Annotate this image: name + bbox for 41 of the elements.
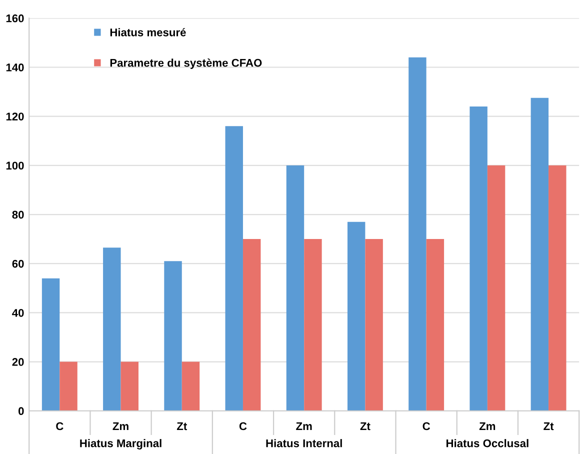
bar <box>120 362 138 411</box>
x-tick-label: Zm <box>479 422 496 430</box>
bar <box>347 222 366 411</box>
bar <box>548 165 566 411</box>
text: Hiatus Marginal <box>80 439 162 450</box>
y-tick-label: 120 <box>6 112 24 120</box>
bar <box>182 362 200 411</box>
y-tick-label: 0 <box>18 407 24 416</box>
legend-label: Hiatus mesuré <box>110 28 186 36</box>
bar <box>408 57 426 411</box>
bar <box>225 126 243 411</box>
x-tick-label: Zt <box>544 422 554 430</box>
x-tick-label: Zt <box>176 422 187 430</box>
bar <box>286 165 304 411</box>
bar <box>42 278 60 411</box>
x-tick-label: C <box>239 422 247 430</box>
x-tick-label: C <box>422 422 430 430</box>
bar <box>487 165 506 411</box>
text: Hiatus Internal <box>266 439 342 448</box>
bar <box>304 239 322 411</box>
x-tick-label: Zm <box>112 422 128 430</box>
y-tick-label: 140 <box>6 64 24 72</box>
x-tick-label: C <box>56 422 64 430</box>
bar <box>365 239 383 411</box>
bar <box>530 98 549 411</box>
x-tick-label: Zm <box>296 422 312 430</box>
bar <box>60 362 78 411</box>
bar <box>164 261 182 411</box>
y-tick-label: 60 <box>12 260 24 268</box>
y-tick-label: 80 <box>12 210 24 219</box>
bar <box>242 239 261 411</box>
text: Hiatus Occlusal <box>446 439 528 448</box>
bar <box>470 106 488 411</box>
y-tick-label: 40 <box>12 308 24 317</box>
bar <box>426 239 444 411</box>
bar <box>103 248 121 411</box>
y-tick-label: 20 <box>12 358 24 366</box>
y-tick-label: 160 <box>6 14 24 22</box>
y-tick-label: 100 <box>6 162 24 170</box>
x-tick-label: Zt <box>360 422 370 430</box>
legend-label: Parametre du système CFAO <box>110 58 262 69</box>
